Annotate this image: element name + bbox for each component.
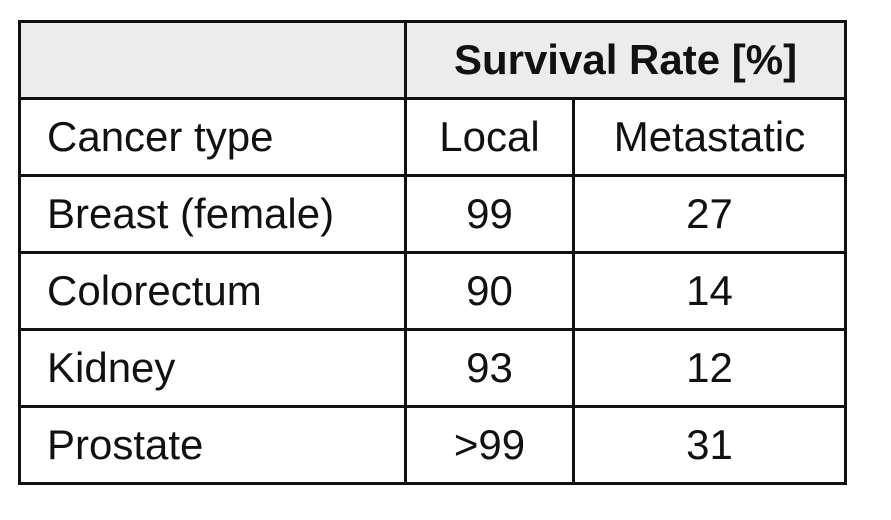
survival-table-wrapper: Survival Rate [%] Cancer type Local Meta… bbox=[18, 20, 847, 485]
column-header-row: Cancer type Local Metastatic bbox=[18, 97, 847, 177]
survival-rate-header: Survival Rate [%] bbox=[404, 20, 847, 100]
local-header: Local bbox=[404, 97, 575, 177]
empty-header-cell bbox=[18, 20, 407, 100]
cancer-type-cell: Kidney bbox=[18, 328, 407, 408]
metastatic-rate-cell: 27 bbox=[572, 174, 847, 254]
cancer-type-cell: Colorectum bbox=[18, 251, 407, 331]
metastatic-rate-cell: 12 bbox=[572, 328, 847, 408]
table-row: Prostate >99 31 bbox=[18, 405, 847, 485]
metastatic-header: Metastatic bbox=[572, 97, 847, 177]
metastatic-rate-cell: 14 bbox=[572, 251, 847, 331]
table-row: Colorectum 90 14 bbox=[18, 251, 847, 331]
cancer-type-cell: Prostate bbox=[18, 405, 407, 485]
cancer-type-header: Cancer type bbox=[18, 97, 407, 177]
table-header-row: Survival Rate [%] bbox=[18, 20, 847, 100]
metastatic-rate-cell: 31 bbox=[572, 405, 847, 485]
local-rate-cell: 93 bbox=[404, 328, 575, 408]
table-row: Kidney 93 12 bbox=[18, 328, 847, 408]
survival-rate-table: Survival Rate [%] Cancer type Local Meta… bbox=[18, 20, 847, 485]
local-rate-cell: >99 bbox=[404, 405, 575, 485]
local-rate-cell: 99 bbox=[404, 174, 575, 254]
local-rate-cell: 90 bbox=[404, 251, 575, 331]
table-row: Breast (female) 99 27 bbox=[18, 174, 847, 254]
cancer-type-cell: Breast (female) bbox=[18, 174, 407, 254]
